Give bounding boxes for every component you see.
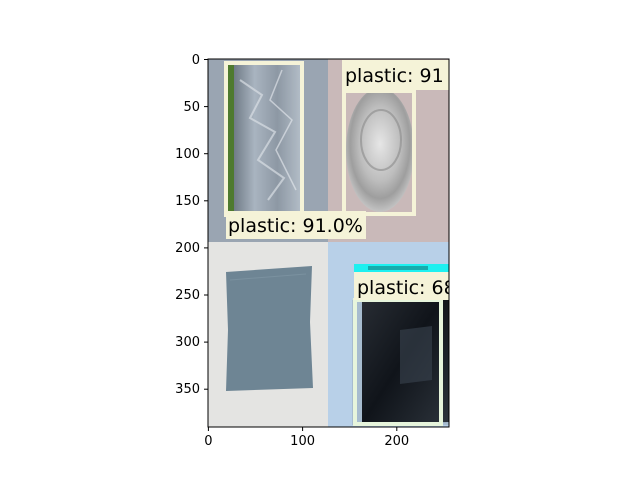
detection-label-bottle: plastic: 68 (357, 277, 456, 299)
y-tick-label: 100 (175, 147, 200, 162)
y-tick-label: 50 (183, 100, 200, 115)
x-axis: 0 100 200 (204, 427, 409, 449)
image-area: plastic: 91.0% plastic: 91 plastic: 68 (208, 59, 456, 427)
detection-label-bag: plastic: 91.0% (228, 215, 363, 237)
x-tick-label: 200 (384, 434, 409, 449)
y-tick-label: 150 (175, 194, 200, 209)
y-tick-label: 0 (192, 53, 200, 68)
detection-box-bottle: plastic: 68 (353, 272, 456, 426)
tile-paper (208, 242, 328, 427)
y-tick-label: 350 (175, 382, 200, 397)
y-tick-label: 250 (175, 288, 200, 303)
detection-label-cup: plastic: 91 (345, 65, 444, 87)
y-axis: 0 50 100 150 200 250 300 350 (175, 53, 208, 397)
tile-glass-bottle (328, 242, 449, 427)
axes-frame (207, 58, 450, 428)
detection-box-extra (354, 264, 449, 272)
y-tick-label: 200 (175, 241, 200, 256)
detection-box-cup: plastic: 91 (342, 60, 449, 216)
x-tick-label: 0 (204, 434, 212, 449)
x-tick-label: 100 (290, 434, 315, 449)
y-tick-label: 300 (175, 335, 200, 350)
